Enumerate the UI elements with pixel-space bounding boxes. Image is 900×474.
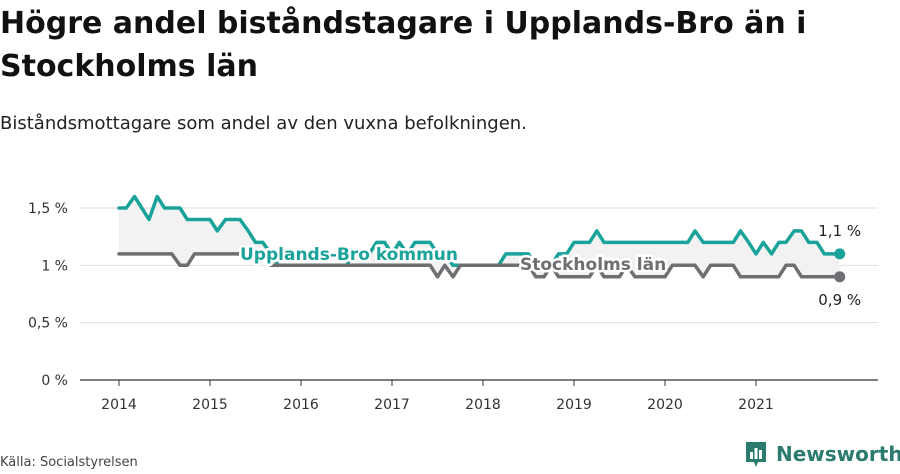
line-chart: 0 %0,5 %1 %1,5 % 2014 2015 2016 2017 2018 201… <box>28 194 878 413</box>
x-tick-label: 2019 <box>556 397 592 413</box>
newsworthy-logo-icon <box>746 442 766 467</box>
series-label-stockholms-lan: Stockholms län <box>520 255 666 275</box>
x-tick-label: 2016 <box>283 397 319 413</box>
x-tick-label: 2018 <box>465 397 501 413</box>
chart-title: Högre andel biståndstagare i Upplands-Br… <box>0 6 807 84</box>
chart-series <box>117 194 846 283</box>
brand-name: Newsworthy <box>776 442 900 466</box>
series-label-stockholms-lan-halo: Stockholms län <box>520 255 666 275</box>
y-tick-label: 1 % <box>41 258 68 274</box>
series-line-stockholms-lan <box>117 252 842 279</box>
y-tick-label: 0,5 % <box>28 316 68 332</box>
x-tick-label: 2017 <box>374 397 410 413</box>
x-tick-label: 2014 <box>101 397 137 413</box>
x-tick-label: 2021 <box>738 397 774 413</box>
y-tick-label: 0 % <box>41 373 68 389</box>
chart-labels: 1,1 %0,9 %Upplands-Bro kommunUpplands-Br… <box>238 222 862 309</box>
brand: Newsworthy <box>744 440 900 468</box>
end-value-label-stockholms-lan: 0,9 % <box>818 291 861 309</box>
x-tick-label: 2020 <box>647 397 683 413</box>
series-end-point <box>834 248 846 260</box>
chart-subtitle: Biståndsmottagare som andel av den vuxna… <box>0 113 527 134</box>
gap-area <box>119 196 840 277</box>
series-label-upplands-bro-halo: Upplands-Bro kommun <box>240 245 458 265</box>
series-end-point <box>834 271 846 283</box>
y-axis: 0 % 0,5 % 1 % 1,5 % <box>28 201 68 389</box>
source-note: Källa: Socialstyrelsen <box>0 455 138 470</box>
x-tick-label: 2015 <box>192 397 228 413</box>
end-value-label-upplands-bro: 1,1 % <box>818 222 861 240</box>
y-tick-label: 1,5 % <box>28 201 68 217</box>
series-label-upplands-bro: Upplands-Bro kommun <box>240 245 458 265</box>
x-axis: 2014 2015 2016 2017 2018 2019 2020 2021 <box>80 379 878 413</box>
